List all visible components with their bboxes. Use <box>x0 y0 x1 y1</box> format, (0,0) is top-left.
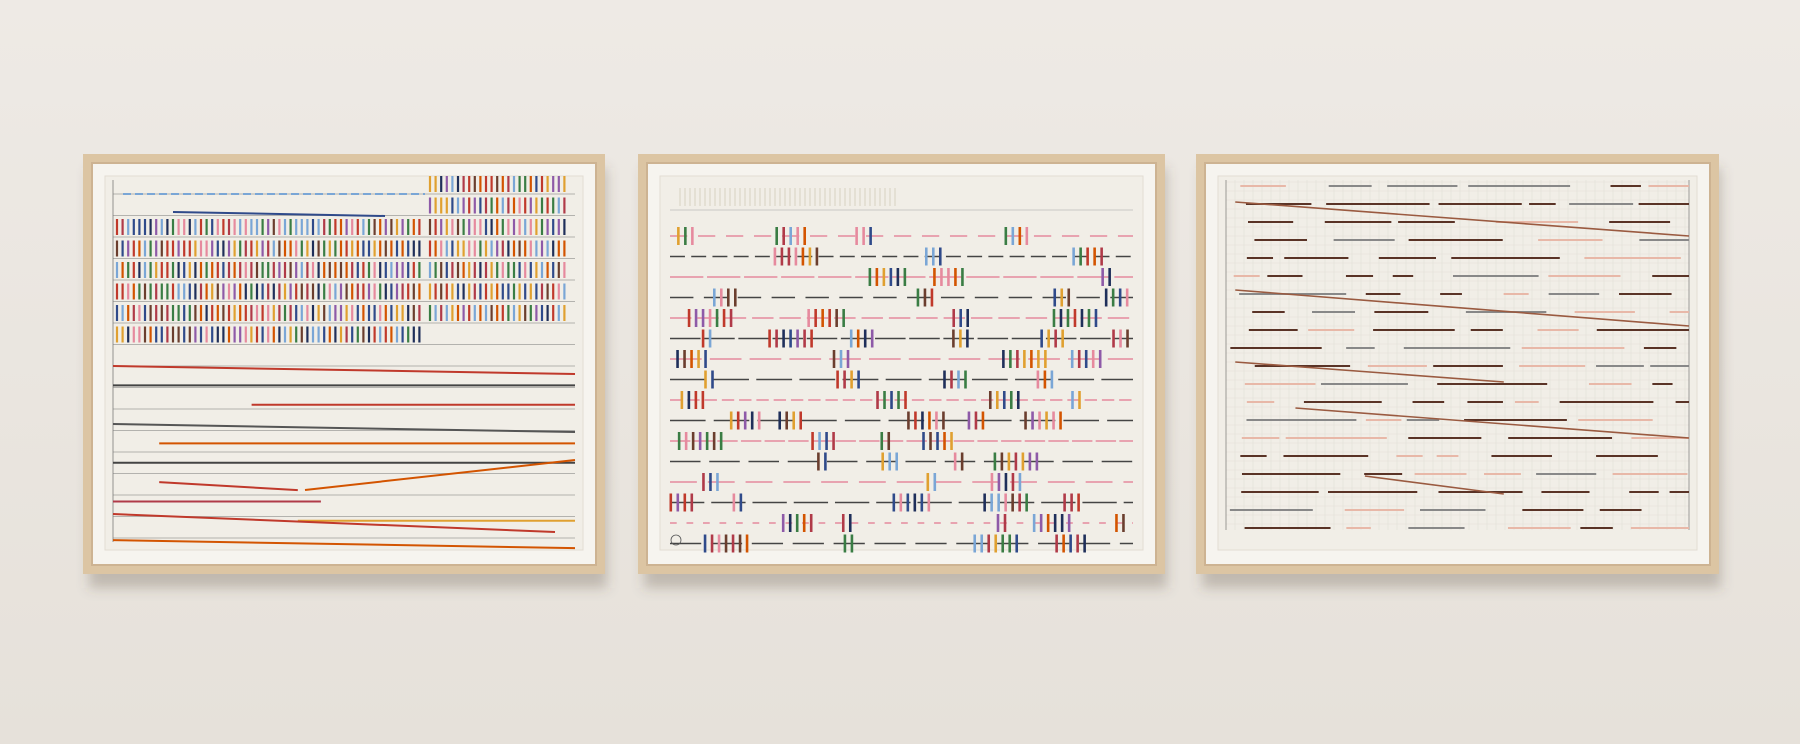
paper <box>659 175 1144 551</box>
artwork-frame <box>638 154 1167 588</box>
artwork-frame <box>1196 154 1721 588</box>
stroke <box>112 513 556 533</box>
diagonal <box>1295 407 1690 439</box>
diagonal <box>1235 361 1504 383</box>
artwork-frame <box>83 154 607 588</box>
diagonal <box>1235 289 1690 327</box>
stroke <box>112 423 576 434</box>
stroke <box>172 211 386 217</box>
paper <box>104 175 584 551</box>
stroke <box>159 481 298 492</box>
diagonal <box>1235 201 1690 237</box>
stamp <box>670 534 682 546</box>
stroke <box>112 365 576 375</box>
diagonal <box>1364 475 1504 495</box>
paper <box>1217 175 1698 551</box>
stroke <box>304 459 576 491</box>
stroke <box>112 539 576 550</box>
